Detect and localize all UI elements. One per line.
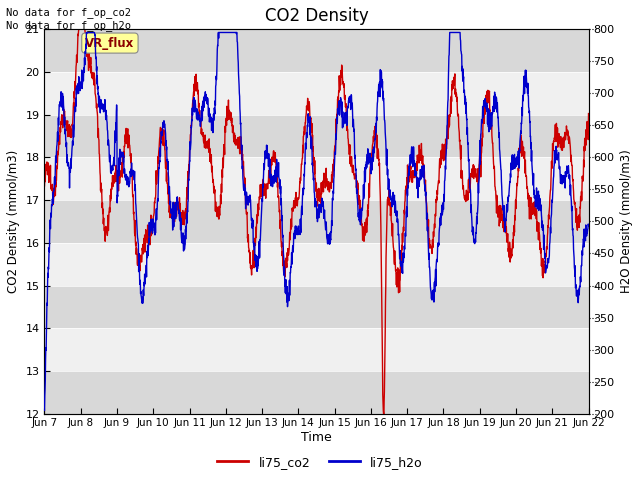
Text: VR_flux: VR_flux (85, 36, 134, 49)
Bar (45, 115, 589, 157)
Text: No data for f_op_co2
No data for f_op_h2o: No data for f_op_co2 No data for f_op_h2… (6, 7, 131, 31)
X-axis label: Time: Time (301, 431, 332, 444)
Bar (45, 243, 589, 286)
Bar (45, 200, 589, 243)
Title: CO2 Density: CO2 Density (264, 7, 369, 25)
Legend: li75_co2, li75_h2o: li75_co2, li75_h2o (212, 451, 428, 474)
Bar (45, 72, 589, 115)
Bar (45, 371, 589, 414)
Y-axis label: CO2 Density (mmol/m3): CO2 Density (mmol/m3) (7, 150, 20, 293)
Y-axis label: H2O Density (mmol/m3): H2O Density (mmol/m3) (620, 150, 633, 293)
Bar (45, 157, 589, 200)
Bar (45, 286, 589, 328)
Bar (45, 328, 589, 371)
Bar (45, 29, 589, 72)
